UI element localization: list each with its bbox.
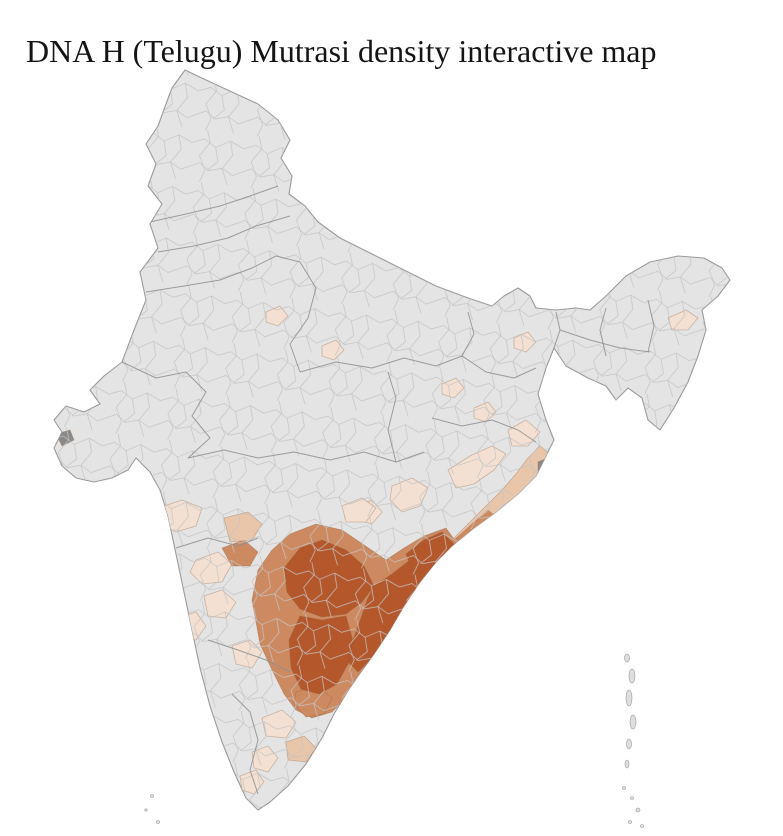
state-borders bbox=[121, 185, 655, 795]
andaman-nicobar-islands[interactable] bbox=[622, 653, 644, 828]
page-title: DNA H (Telugu) Mutrasi density interacti… bbox=[26, 33, 657, 70]
lakshadweep-islands[interactable] bbox=[144, 794, 160, 824]
